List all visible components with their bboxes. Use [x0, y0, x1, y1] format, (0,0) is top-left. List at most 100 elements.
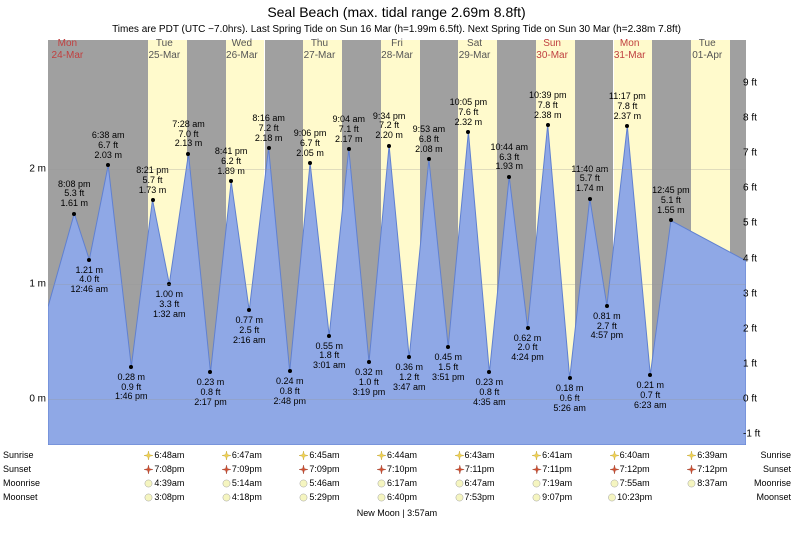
peak-dot [526, 326, 530, 330]
y-tick-left: 2 m [28, 163, 46, 174]
y-tick-right: 1 ft [743, 358, 765, 369]
day-label: Sat29-Mar [459, 38, 491, 62]
day-label: Fri28-Mar [381, 38, 413, 62]
peak-label: 0.55 m1.8 ft3:01 am [313, 342, 346, 372]
astro-item: 7:55am [610, 478, 650, 488]
day-label: Tue25-Mar [148, 38, 180, 62]
astro-item: 7:53pm [455, 492, 495, 502]
peak-dot [308, 161, 312, 165]
astro-item: 6:44am [377, 450, 417, 460]
peak-label: 1.21 m4.0 ft12:46 am [71, 266, 109, 296]
astro-item: 6:45am [299, 450, 339, 460]
tide-chart-container: Seal Beach (max. tidal range 2.69m 8.8ft… [0, 0, 793, 539]
peak-label: 0.21 m0.7 ft6:23 am [634, 381, 667, 411]
astro-item: 7:10pm [377, 464, 417, 474]
y-tick-left: 1 m [28, 278, 46, 289]
peak-label: 0.24 m0.8 ft2:48 pm [273, 377, 306, 407]
peak-dot [327, 334, 331, 338]
chart-subtitle: Times are PDT (UTC −7.0hrs). Last Spring… [0, 24, 793, 39]
peak-dot [407, 355, 411, 359]
astro-row-sunrise: SunriseSunrise6:48am6:47am6:45am6:44am6:… [48, 450, 746, 464]
plot-area: Mon24-Mar Tue25-Mar Wed26-Mar Thu27-Mar Fri2… [48, 40, 746, 445]
peak-label: 1.00 m3.3 ft1:32 am [153, 290, 186, 320]
peak-label: 0.77 m2.5 ft2:16 am [233, 316, 266, 346]
astro-item: 7:12pm [610, 464, 650, 474]
y-tick-right: 4 ft [743, 253, 765, 264]
astro-item: 5:29pm [299, 492, 339, 502]
peak-dot [625, 124, 629, 128]
day-label: Mon24-Mar [52, 38, 84, 62]
astro-item: 6:48am [144, 450, 184, 460]
day-label: Wed26-Mar [226, 38, 258, 62]
astro-item: 6:40am [610, 450, 650, 460]
peak-dot [427, 157, 431, 161]
astro-item: 6:17am [377, 478, 417, 488]
peak-dot [387, 144, 391, 148]
peak-dot [466, 130, 470, 134]
peak-dot [648, 373, 652, 377]
peak-dot [267, 146, 271, 150]
astro-label-left: Sunset [3, 464, 31, 474]
chart-title: Seal Beach (max. tidal range 2.69m 8.8ft… [0, 0, 793, 24]
peak-label: 0.23 m0.8 ft4:35 am [473, 378, 506, 408]
y-tick-right: 0 ft [743, 393, 765, 404]
astro-label-right: Moonset [756, 492, 791, 502]
y-tick-right: 7 ft [743, 148, 765, 159]
astro-item: 8:37am [687, 478, 727, 488]
y-tick-right: -1 ft [743, 429, 765, 440]
peak-label: 9:53 am6.8 ft2.08 m [413, 125, 446, 155]
peak-dot [446, 345, 450, 349]
peak-label: 6:38 am6.7 ft2.03 m [92, 131, 125, 161]
astro-item: 7:11pm [532, 464, 571, 474]
peak-dot [546, 123, 550, 127]
astro-item: 6:47am [222, 450, 262, 460]
peak-label: 9:06 pm6.7 ft2.05 m [294, 129, 327, 159]
astro-item: 7:09pm [222, 464, 262, 474]
day-label: Thu27-Mar [304, 38, 336, 62]
astro-item: 6:39am [687, 450, 727, 460]
peak-dot [106, 163, 110, 167]
peak-dot [288, 369, 292, 373]
astro-row-sunset: SunsetSunset7:08pm7:09pm7:09pm7:10pm7:11… [48, 464, 746, 478]
astro-section: SunriseSunrise6:48am6:47am6:45am6:44am6:… [48, 450, 746, 518]
peak-label: 7:28 am7.0 ft2.13 m [172, 120, 205, 150]
newmoon-label: New Moon | 3:57am [48, 506, 746, 518]
astro-label-left: Moonset [3, 492, 38, 502]
peak-label: 12:45 pm5.1 ft1.55 m [652, 186, 690, 216]
gridline [48, 169, 746, 170]
astro-item: 7:19am [532, 478, 572, 488]
astro-item: 7:09pm [299, 464, 339, 474]
peak-dot [229, 179, 233, 183]
peak-dot [669, 218, 673, 222]
day-label: Tue01-Apr [692, 38, 722, 62]
peak-label: 0.81 m2.7 ft4:57 pm [591, 312, 624, 342]
peak-dot [151, 198, 155, 202]
day-label: Sun30-Mar [536, 38, 568, 62]
peak-label: 8:41 pm6.2 ft1.89 m [215, 147, 248, 177]
day-label: Mon31-Mar [614, 38, 646, 62]
astro-label-right: Moonrise [754, 478, 791, 488]
astro-item: 5:14am [222, 478, 262, 488]
astro-item: 6:41am [532, 450, 572, 460]
peak-label: 10:39 pm7.8 ft2.38 m [529, 91, 567, 121]
peak-label: 9:04 am7.1 ft2.17 m [332, 115, 365, 145]
astro-item: 7:12pm [687, 464, 727, 474]
peak-dot [72, 212, 76, 216]
peak-dot [605, 304, 609, 308]
peak-label: 10:05 pm7.6 ft2.32 m [450, 98, 488, 128]
y-tick-right: 3 ft [743, 288, 765, 299]
peak-label: 11:17 pm7.8 ft2.37 m [609, 92, 646, 122]
peak-label: 9:34 pm7.2 ft2.20 m [373, 112, 406, 142]
astro-label-left: Sunrise [3, 450, 34, 460]
peak-label: 0.28 m0.9 ft1:46 pm [115, 373, 148, 403]
astro-item: 6:40pm [377, 492, 417, 502]
peak-dot [347, 147, 351, 151]
y-tick-right: 8 ft [743, 113, 765, 124]
peak-dot [247, 308, 251, 312]
peak-dot [208, 370, 212, 374]
gridline [48, 284, 746, 285]
peak-label: 8:16 am7.2 ft2.18 m [252, 114, 285, 144]
astro-row-moonrise: MoonriseMoonrise4:39am5:14am5:46am6:17am… [48, 478, 746, 492]
gridline [48, 399, 746, 400]
peak-dot [367, 360, 371, 364]
